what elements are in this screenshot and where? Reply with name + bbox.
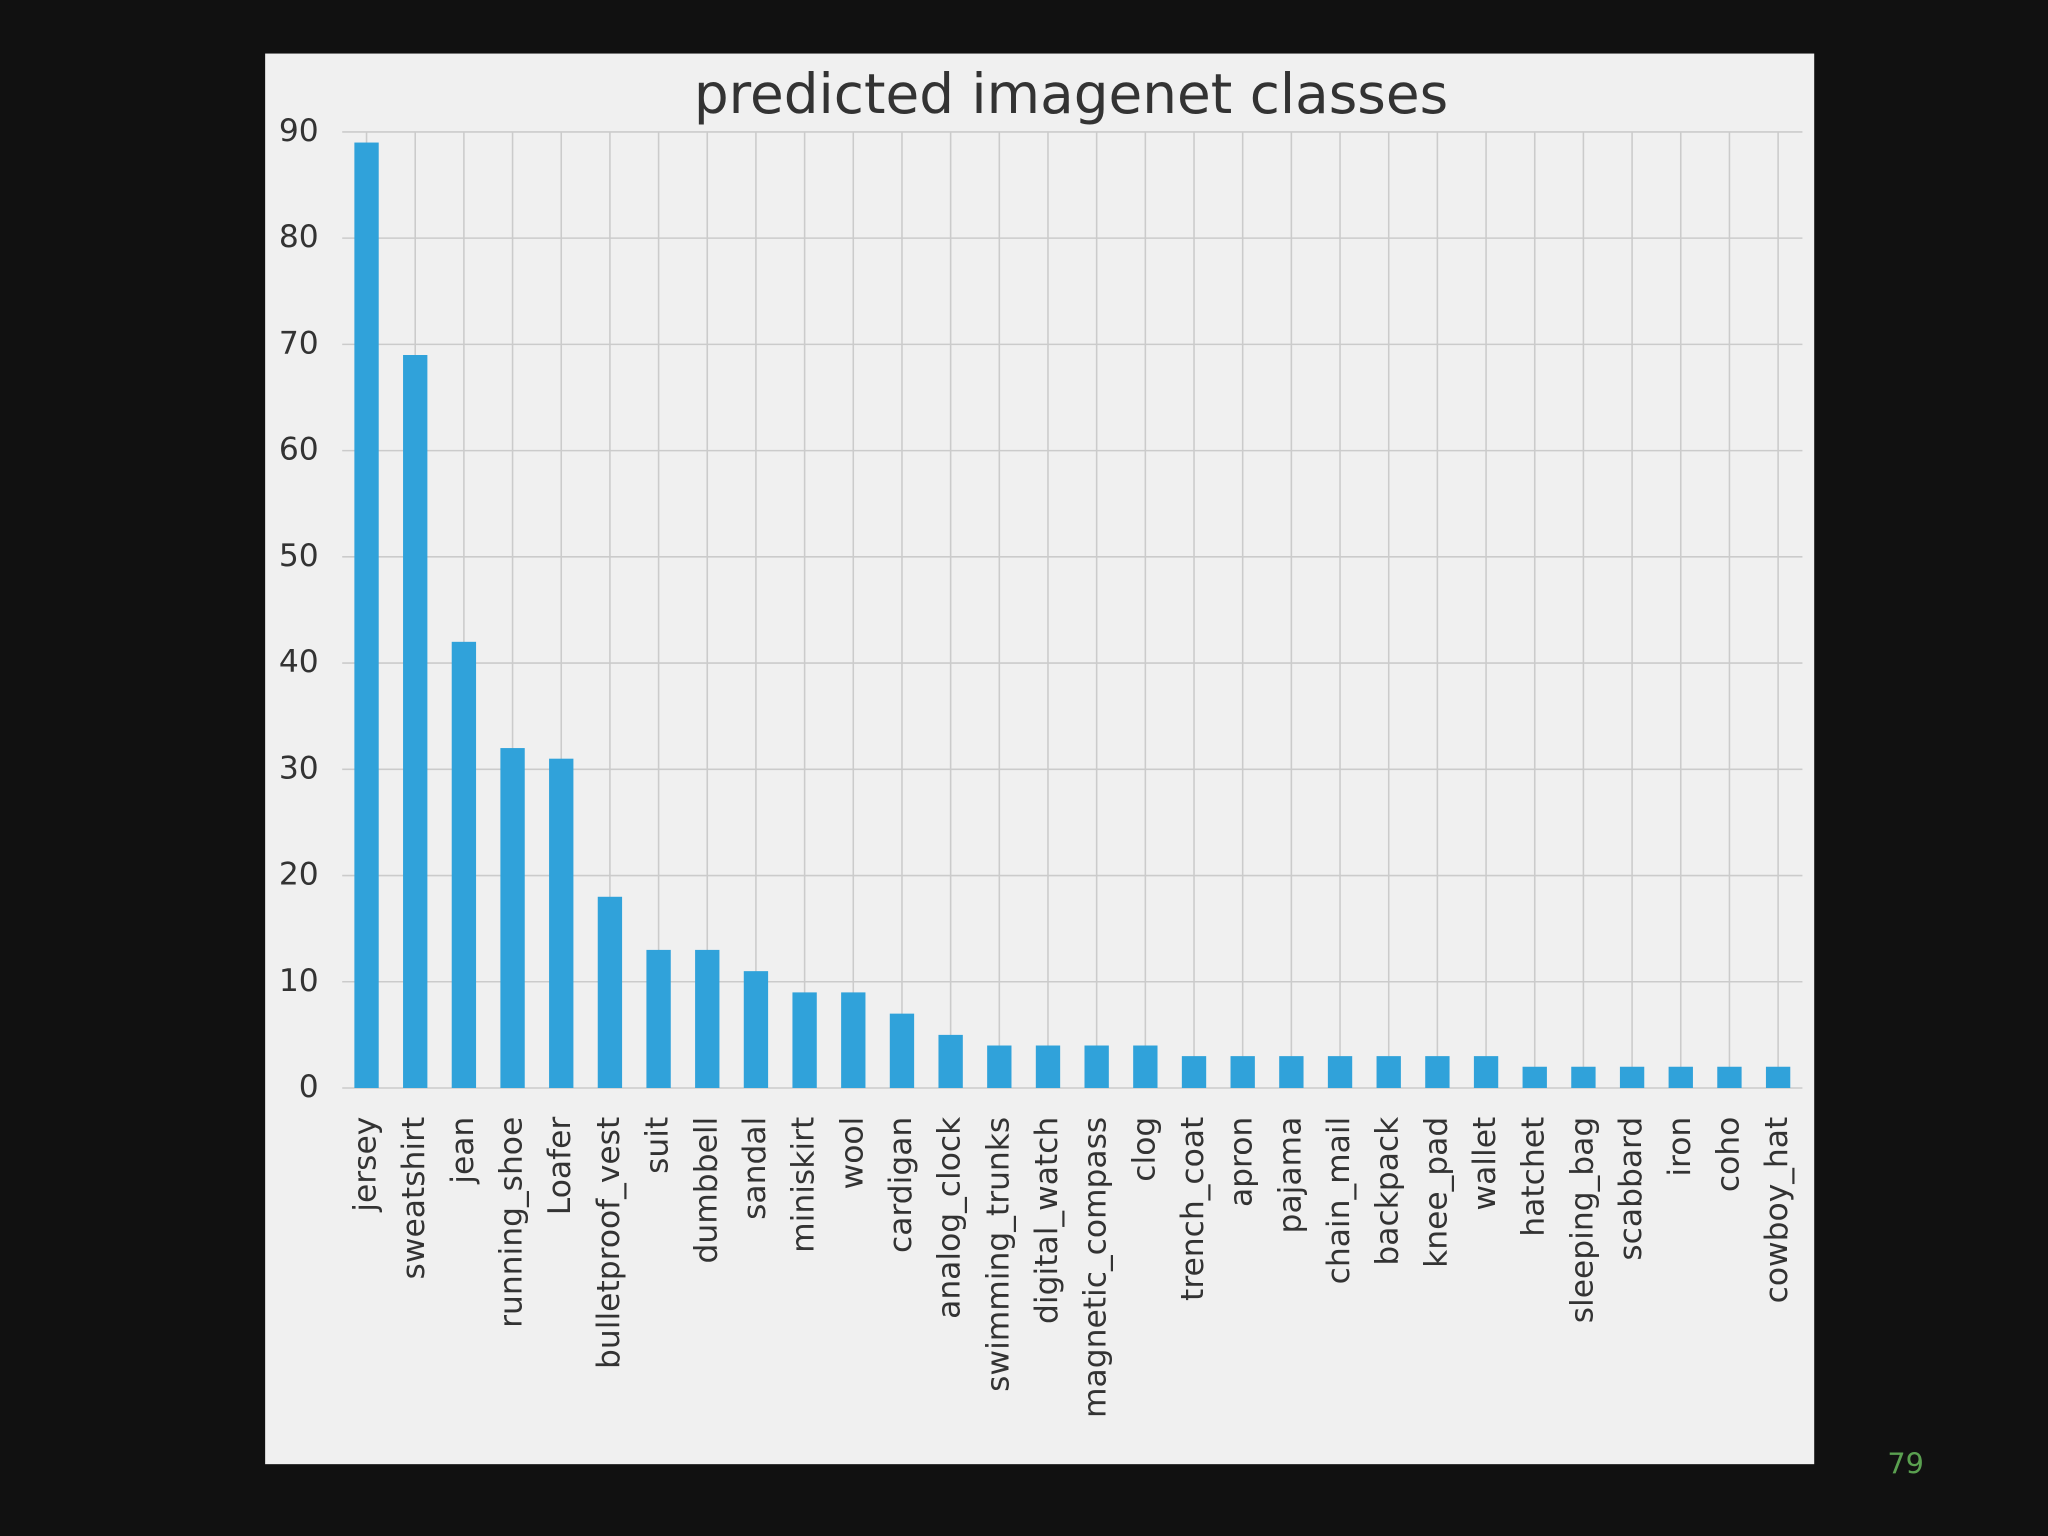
y-tick-label: 70: [279, 325, 319, 361]
x-tick-label: running_shoe: [494, 1117, 530, 1328]
bar: [1473, 1056, 1499, 1088]
bar: [646, 949, 671, 1088]
bar: [1765, 1066, 1791, 1088]
bar: [451, 641, 477, 1088]
x-tick-label: hatchet: [1516, 1117, 1552, 1237]
bar: [1522, 1066, 1547, 1088]
x-tick-label: digital_watch: [1029, 1117, 1065, 1324]
y-tick-label: 30: [279, 750, 319, 786]
bar: [1181, 1056, 1207, 1088]
y-tick-label: 20: [279, 857, 319, 893]
x-tick-label: suit: [640, 1117, 676, 1174]
x-tick-label: analog_clock: [932, 1116, 968, 1319]
bar: [403, 355, 428, 1089]
bar: [597, 896, 623, 1088]
y-tick-label: 90: [279, 113, 319, 149]
bar: [1668, 1066, 1693, 1088]
page-number: 79: [1887, 1446, 1924, 1480]
y-tick-label: 10: [279, 963, 319, 999]
bar: [987, 1045, 1012, 1088]
bar: [938, 1034, 963, 1088]
x-tick-label: iron: [1662, 1117, 1698, 1177]
x-tick-label: coho: [1710, 1117, 1746, 1192]
y-tick-label: 0: [299, 1069, 319, 1105]
x-tick-label: clog: [1126, 1117, 1162, 1182]
x-tick-label: sleeping_bag: [1564, 1117, 1600, 1324]
y-tick-label: 50: [279, 538, 319, 574]
layer: [354, 142, 1791, 1089]
bar: [500, 748, 525, 1088]
x-tick-label: Loafer: [542, 1117, 578, 1216]
layer: 0 10 20 30 40 50 60 70 80 90 jersey sweatshirt jean r…: [279, 113, 1795, 1418]
bar: [1619, 1066, 1645, 1088]
x-tick-label: dumbbell: [688, 1117, 724, 1264]
bar: [549, 758, 574, 1088]
x-tick-label: jersey: [348, 1117, 384, 1213]
bar: [695, 949, 720, 1088]
y-tick-label: 60: [279, 432, 319, 468]
x-tick-label: wallet: [1467, 1117, 1503, 1211]
bar: [1035, 1045, 1061, 1088]
x-tick-label: wool: [834, 1117, 870, 1190]
x-tick-label: scabbard: [1613, 1117, 1649, 1261]
chart-title: predicted imagenet classes: [694, 62, 1448, 126]
bar: [1376, 1056, 1401, 1088]
x-tick-label: cardigan: [883, 1117, 919, 1253]
x-tick-label: magnetic_compass: [1078, 1117, 1114, 1418]
x-tick-label: sandal: [737, 1117, 773, 1220]
x-tick-label: miniskirt: [786, 1117, 822, 1253]
x-tick-label: sweatshirt: [396, 1117, 432, 1280]
x-tick-label: knee_pad: [1418, 1117, 1454, 1268]
bar: [743, 971, 769, 1088]
bar: [889, 1013, 915, 1088]
x-tick-label: pajama: [1272, 1117, 1308, 1234]
bar: [1425, 1056, 1450, 1088]
bar: [1717, 1066, 1742, 1088]
bar: [1133, 1045, 1158, 1088]
bar: [792, 992, 817, 1088]
x-tick-label: swimming_trunks: [980, 1117, 1016, 1392]
y-tick-label: 40: [279, 644, 319, 680]
x-tick-label: bulletproof_vest: [591, 1117, 627, 1369]
bar: [354, 142, 379, 1088]
x-tick-label: backpack: [1370, 1116, 1406, 1266]
bar: [1571, 1066, 1596, 1088]
x-tick-label: cowboy_hat: [1759, 1117, 1795, 1304]
x-tick-label: chain_mail: [1321, 1117, 1357, 1285]
bar: [1327, 1056, 1353, 1088]
bar: [1084, 1045, 1109, 1088]
x-tick-label: jean: [445, 1117, 481, 1185]
bar: [1279, 1056, 1304, 1088]
x-tick-label: apron: [1224, 1117, 1260, 1207]
bar: [1230, 1056, 1255, 1088]
bar: [841, 992, 866, 1088]
y-tick-label: 80: [279, 219, 319, 255]
x-tick-label: trench_coat: [1175, 1117, 1211, 1301]
